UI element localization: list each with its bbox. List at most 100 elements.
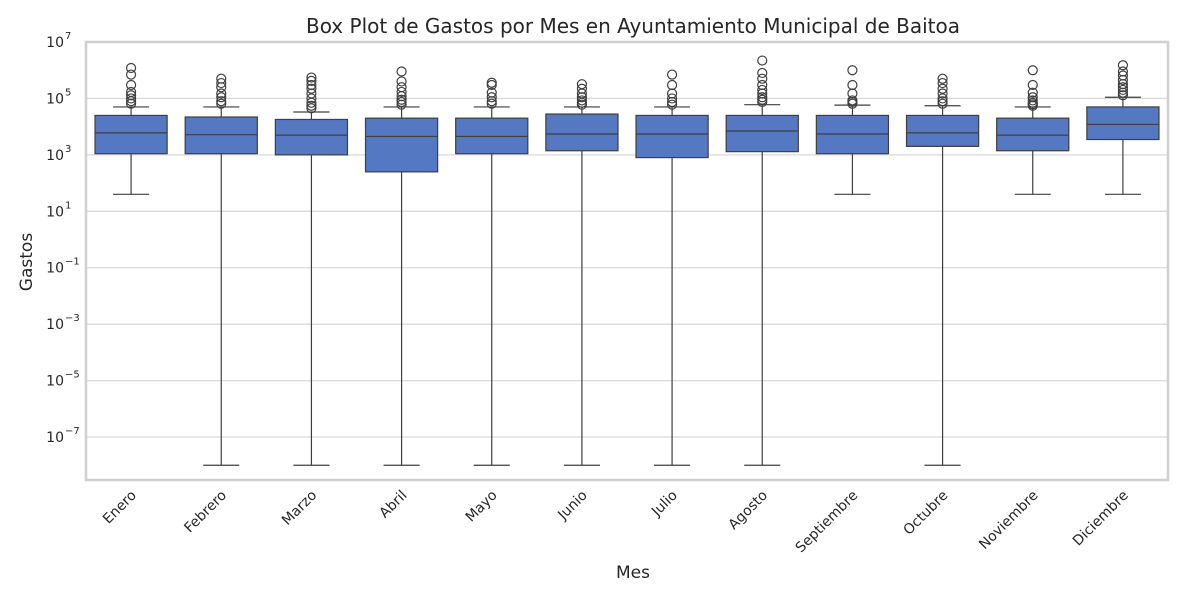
outlier-point: [757, 92, 768, 103]
outlier-point: [125, 90, 137, 101]
outlier-point: [757, 73, 768, 84]
outlier-point: [216, 96, 227, 107]
outlier-point: [757, 67, 768, 79]
outlier-point: [1027, 87, 1038, 98]
outlier-point: [1027, 92, 1038, 103]
boxes-layer: [94, 55, 1160, 466]
y-tick-label: 10: [46, 374, 64, 390]
outlier-point: [306, 93, 317, 104]
y-tick-label: 10: [46, 148, 64, 164]
box-iqr: [184, 116, 258, 155]
chart-title: Box Plot de Gastos por Mes en Ayuntamien…: [306, 14, 960, 38]
x-tick-label: Diciembre: [1070, 488, 1132, 550]
outlier-point: [1027, 95, 1038, 106]
y-tick-label: 10: [46, 261, 64, 277]
outlier-point: [757, 84, 768, 96]
outlier-point: [937, 83, 948, 94]
y-tick-exponent: −5: [65, 370, 80, 381]
outlier-point: [847, 88, 858, 99]
outlier-point: [576, 95, 588, 106]
outlier-point: [306, 72, 317, 83]
x-tick-label: Febrero: [181, 488, 230, 537]
outlier-point: [396, 94, 407, 105]
outlier-point: [847, 79, 858, 91]
y-tick-label: 10: [46, 430, 64, 446]
y-tick-exponent: 1: [65, 200, 71, 211]
box-iqr: [905, 114, 980, 147]
outlier-point: [847, 95, 858, 106]
outlier-point: [125, 79, 137, 91]
y-tick-label: 10: [46, 317, 64, 333]
outlier-point: [486, 98, 497, 109]
outlier-point: [125, 93, 137, 104]
outlier-point: [1117, 82, 1129, 93]
x-tick-label: Septiembre: [793, 488, 862, 557]
y-tick-exponent: −7: [65, 426, 80, 437]
outlier-point: [306, 100, 317, 111]
outlier-point: [125, 69, 137, 80]
y-axis-label: Gastos: [17, 233, 37, 292]
box-iqr: [635, 114, 709, 159]
outlier-point: [937, 88, 948, 99]
outlier-point: [216, 73, 227, 84]
outlier-point: [1117, 60, 1129, 71]
outlier-point: [396, 82, 407, 93]
outlier-point: [396, 66, 407, 77]
box-marzo: [274, 72, 349, 466]
y-tick-exponent: −1: [65, 257, 80, 268]
outlier-point: [125, 62, 137, 74]
outlier-point: [125, 86, 137, 98]
outlier-point: [306, 79, 317, 91]
outlier-point: [1027, 79, 1038, 91]
outlier-point: [576, 79, 588, 90]
box-iqr: [725, 114, 799, 153]
box-septiembre: [815, 65, 890, 195]
outlier-point: [847, 65, 858, 76]
box-diciembre: [1086, 60, 1160, 195]
outlier-point: [306, 103, 317, 114]
outlier-point: [757, 79, 768, 91]
y-tick-exponent: −3: [65, 313, 80, 324]
x-tick-label: Abril: [376, 488, 410, 522]
outlier-point: [1117, 90, 1129, 101]
x-axis-ticks: Enero Febrero Marzo Abril Mayo Junio Julio Agos…: [100, 488, 1132, 557]
outlier-point: [396, 86, 407, 98]
y-tick-exponent: 5: [65, 87, 71, 98]
box-iqr: [94, 114, 168, 155]
y-tick-exponent: 3: [65, 144, 71, 155]
outlier-point: [306, 83, 317, 94]
outlier-point: [666, 79, 678, 91]
box-iqr: [364, 117, 439, 173]
box-agosto: [725, 55, 799, 466]
outlier-point: [486, 92, 497, 103]
x-tick-label: Junio: [554, 488, 590, 524]
outlier-point: [666, 69, 678, 80]
box-octubre: [905, 73, 980, 466]
box-iqr: [545, 113, 619, 152]
x-tick-label: Octubre: [900, 488, 951, 539]
y-tick-label: 10: [46, 91, 64, 107]
y-tick-label: 10: [46, 35, 64, 51]
x-tick-label: Enero: [100, 488, 140, 528]
box-abril: [364, 66, 439, 466]
outlier-point: [1117, 70, 1129, 81]
box-julio: [635, 69, 709, 466]
outlier-point: [937, 96, 948, 107]
box-iqr: [1086, 106, 1160, 141]
outlier-point: [216, 98, 227, 109]
box-noviembre: [996, 65, 1070, 195]
x-axis-label: Mes: [616, 563, 650, 583]
box-enero: [94, 62, 168, 195]
outlier-point: [486, 77, 497, 88]
y-tick-exponent: 7: [65, 31, 71, 42]
box-iqr: [274, 118, 349, 156]
outlier-point: [576, 83, 588, 94]
outlier-point: [937, 73, 948, 84]
box-junio: [545, 79, 619, 466]
outlier-point: [396, 76, 407, 87]
plot-frame: [84, 40, 1170, 482]
outlier-point: [937, 98, 948, 109]
outlier-point: [216, 92, 227, 103]
outlier-point: [1117, 66, 1129, 77]
